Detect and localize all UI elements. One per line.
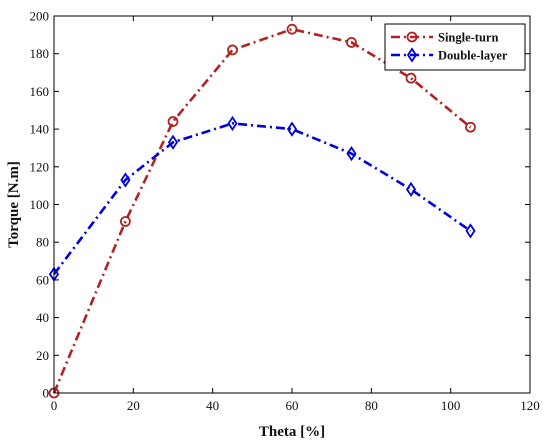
data-point-marker — [346, 145, 357, 162]
legend-box — [384, 23, 526, 71]
y-tick-label: 0 — [43, 386, 50, 401]
y-tick-label: 120 — [30, 159, 50, 174]
data-point-marker — [120, 172, 131, 188]
legend-item: Single-turn — [391, 31, 498, 45]
x-tick-label: 100 — [441, 398, 461, 413]
y-tick-label: 100 — [30, 197, 50, 212]
y-axis-ticks: 0 20 40 60 80 100 120 140 160 180 200 — [30, 9, 530, 401]
legend-item: Double-layer — [391, 47, 508, 63]
y-tick-label: 20 — [36, 348, 49, 363]
series-layer — [48, 23, 476, 399]
legend-marker — [406, 31, 418, 43]
x-axis-ticks: 0 20 40 60 80 100 120 — [51, 16, 540, 413]
data-point-marker — [405, 181, 417, 198]
x-tick-label: 40 — [206, 398, 219, 413]
data-point-marker — [286, 121, 298, 137]
legend-marker — [406, 47, 418, 63]
data-point-marker — [227, 44, 238, 56]
y-tick-label: 60 — [36, 272, 49, 287]
x-axis-label: Theta [%] — [259, 424, 325, 440]
series-line — [52, 122, 472, 276]
legend: Single-turn Double-layer — [384, 23, 526, 71]
plot-frame — [53, 15, 531, 394]
data-point-marker — [227, 115, 238, 132]
data-point-marker — [120, 216, 131, 227]
y-axis-label: Torque [N.m] — [6, 161, 22, 248]
x-tick-label: 20 — [127, 398, 140, 413]
data-point-marker — [286, 23, 298, 35]
y-tick-label: 40 — [36, 310, 49, 325]
y-tick-label: 200 — [30, 9, 50, 24]
data-point-marker — [405, 72, 417, 84]
data-point-marker — [465, 223, 476, 239]
y-tick-label: 160 — [30, 84, 50, 99]
series-single-turn — [48, 23, 476, 399]
x-tick-label: 60 — [286, 398, 299, 413]
data-point-marker — [465, 121, 476, 133]
series-double-layer — [48, 115, 476, 282]
x-tick-label: 0 — [51, 398, 58, 413]
x-tick-label: 80 — [365, 398, 378, 413]
data-point-marker — [167, 134, 179, 150]
y-tick-label: 140 — [30, 122, 50, 137]
data-point-marker — [167, 116, 179, 127]
y-tick-label: 80 — [36, 235, 49, 250]
legend-label: Single-turn — [438, 31, 498, 45]
series-line — [52, 27, 472, 394]
legend-label: Double-layer — [438, 49, 508, 63]
data-point-marker — [346, 36, 357, 48]
y-tick-label: 180 — [30, 46, 50, 61]
x-tick-label: 120 — [520, 398, 540, 413]
